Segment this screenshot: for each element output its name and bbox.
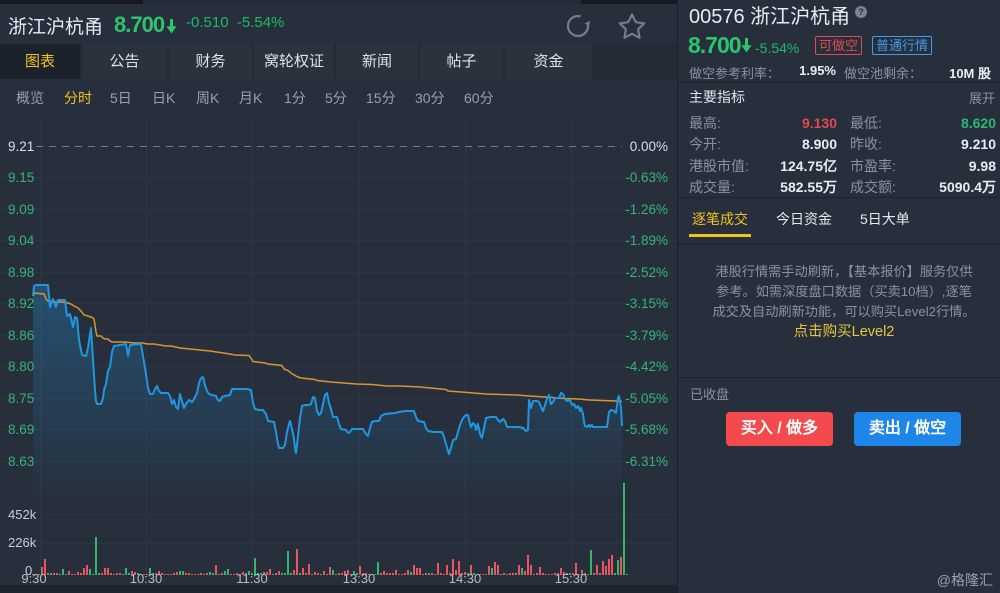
svg-text:9.15: 9.15 bbox=[8, 170, 34, 185]
svg-text:8.86: 8.86 bbox=[8, 328, 34, 343]
svg-text:11:30: 11:30 bbox=[236, 571, 268, 586]
svg-text:9:30: 9:30 bbox=[21, 571, 46, 586]
svg-text:-2.52%: -2.52% bbox=[625, 265, 668, 280]
svg-text:9.09: 9.09 bbox=[8, 202, 34, 217]
svg-text:8.92: 8.92 bbox=[8, 296, 34, 311]
svg-text:0: 0 bbox=[25, 563, 32, 578]
svg-text:-5.68%: -5.68% bbox=[625, 422, 668, 437]
svg-text:-4.42%: -4.42% bbox=[625, 359, 668, 374]
svg-text:-1.89%: -1.89% bbox=[625, 233, 668, 248]
svg-text:8.98: 8.98 bbox=[8, 265, 34, 280]
svg-text:-0.63%: -0.63% bbox=[625, 170, 668, 185]
svg-text:8.63: 8.63 bbox=[8, 454, 34, 469]
svg-text:452k: 452k bbox=[8, 507, 37, 522]
svg-text:15:30: 15:30 bbox=[555, 571, 588, 586]
svg-text:-5.05%: -5.05% bbox=[625, 391, 668, 406]
svg-text:-1.26%: -1.26% bbox=[625, 202, 668, 217]
svg-text:9.21: 9.21 bbox=[8, 139, 34, 154]
svg-text:-3.79%: -3.79% bbox=[625, 328, 668, 343]
svg-text:8.80: 8.80 bbox=[8, 359, 34, 374]
svg-text:0.00%: 0.00% bbox=[630, 139, 668, 154]
svg-text:8.69: 8.69 bbox=[8, 422, 34, 437]
svg-text:13:30: 13:30 bbox=[343, 571, 376, 586]
svg-text:8.75: 8.75 bbox=[8, 391, 34, 406]
svg-text:9.04: 9.04 bbox=[8, 233, 35, 248]
svg-text:-3.15%: -3.15% bbox=[625, 296, 668, 311]
svg-text:14:30: 14:30 bbox=[449, 571, 482, 586]
svg-text:226k: 226k bbox=[8, 535, 37, 550]
svg-text:-6.31%: -6.31% bbox=[625, 454, 668, 469]
svg-text:10:30: 10:30 bbox=[130, 571, 163, 586]
